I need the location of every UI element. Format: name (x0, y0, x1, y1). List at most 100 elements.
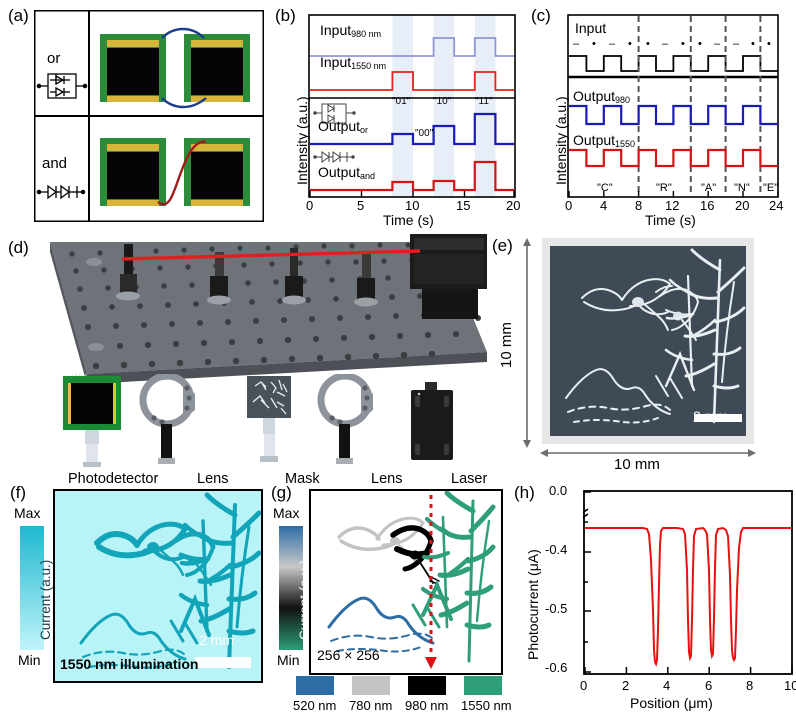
panel-a: (a) (0, 0, 268, 228)
panel-g-colorbar (279, 526, 303, 650)
panel-h-plot (583, 490, 793, 675)
legend-item-520: 520 nm (293, 676, 336, 713)
swatch-520 (296, 676, 334, 695)
panel-h-xtick-8: 8 (746, 678, 754, 693)
mask-icon (247, 376, 291, 462)
panel-e-width-arrow (540, 449, 756, 457)
panel-b-xlabel: Time (s) (383, 212, 434, 228)
panel-b-xticks (309, 191, 515, 197)
trace-output-or (310, 112, 514, 146)
panel-h-xticks (584, 667, 793, 674)
panel-c-xtick-0: 0 (565, 198, 573, 213)
panel-h-xtick-0: 0 (580, 678, 588, 693)
state-label-11: "11" (475, 96, 493, 107)
panel-b-plot (308, 14, 516, 198)
panel-h-xtick-10: 10 (784, 678, 796, 693)
morse-sym-9: – (733, 38, 740, 50)
panel-h-xlabel: Position (μm) (630, 695, 713, 711)
panel-a-figure (34, 10, 264, 222)
label-input: Input (575, 20, 607, 36)
panel-b: (b) Intensity (a.u.) (268, 0, 523, 228)
panel-c-label: (c) (531, 6, 551, 25)
component-icons (63, 374, 453, 467)
morse-sym-5: – (662, 38, 669, 50)
highlight-bands (392, 15, 496, 197)
panel-b-xtick-10: 10 (405, 198, 420, 213)
trace-input-1550 (310, 71, 514, 91)
panel-e: (e) (484, 228, 796, 480)
and-gate-label: and (42, 155, 68, 172)
panel-h-ytick-1: -0.4 (545, 542, 568, 557)
legend-label-520: 520 nm (293, 698, 337, 713)
morse-sym-7: • (698, 38, 702, 50)
state-label-01: "01" (392, 96, 411, 107)
legend-label-980: 980 nm (405, 698, 449, 713)
trace-output-1550 (569, 148, 778, 168)
panel-f-colorbar-max: Max (14, 505, 41, 521)
panel-d-label: (d) (8, 238, 29, 257)
panel-c-xtick-24: 24 (769, 198, 784, 213)
legend-label-1550: 1550 nm (461, 698, 512, 713)
panel-e-height-arrow (523, 238, 531, 448)
panel-h-xtick-2: 2 (622, 678, 630, 693)
panel-g-image (309, 489, 503, 675)
panel-f-colorbar (20, 526, 44, 650)
panel-b-xtick-0: 0 (306, 198, 314, 213)
panel-e-height-label: 10 mm (498, 322, 515, 368)
morse-sym-10: • (751, 38, 755, 50)
scan-line-marker (425, 495, 437, 669)
letter-N: "N" (734, 182, 750, 194)
panel-f-caption: 1550 nm illumination (60, 656, 199, 672)
swatch-780 (352, 676, 390, 695)
panel-b-xtick-5: 5 (357, 198, 365, 213)
component-label-lens-1: Lens (197, 471, 229, 487)
trace-output-and (310, 160, 514, 192)
label-output-1550: Output1550 (573, 132, 636, 149)
laser-beam (121, 249, 421, 261)
trace-output-980 (569, 104, 778, 126)
mounted-optics (116, 244, 378, 307)
crane-black (390, 525, 440, 585)
legend-item-780: 780 nm (349, 676, 392, 713)
panel-b-xtick-20: 20 (506, 198, 521, 213)
panel-h-yticks (584, 491, 591, 673)
axis-break-marks (583, 508, 589, 519)
panel-b-xtick-15: 15 (456, 198, 471, 213)
label-output-or: Outputor (318, 118, 369, 135)
label-output-and: Outputand (318, 164, 376, 181)
panel-c-xlabel: Time (s) (645, 212, 696, 228)
morse-sym-0: – (573, 38, 580, 50)
lens-icon-1 (139, 374, 195, 464)
morse-sym-11: • (767, 38, 771, 50)
swatch-1550 (464, 676, 502, 695)
panel-f-colorbar-title: Current (a.u.) (38, 559, 53, 640)
panel-h-ytick-2: -0.5 (545, 601, 568, 616)
legend-item-1550: 1550 nm (461, 676, 512, 713)
component-label-mask: Mask (285, 471, 320, 487)
panel-b-label: (b) (275, 6, 296, 25)
pcb-pair-or (100, 27, 250, 109)
component-label-laser: Laser (451, 471, 488, 487)
morse-sym-8: – (714, 38, 721, 50)
panel-a-label: (a) (8, 6, 29, 25)
letter-E: "E" (763, 182, 779, 194)
letter-A: "A" (701, 182, 717, 194)
legend-item-980: 980 nm (405, 676, 448, 713)
panel-h-label: (h) (514, 483, 535, 502)
panel-f-scalebar-label: 2 mm (199, 632, 234, 648)
panel-c-xtick-8: 8 (635, 198, 643, 213)
panel-g-caption: 256 × 256 (317, 647, 380, 663)
morse-sym-6: • (681, 38, 685, 50)
morse-sym-1: • (592, 38, 596, 50)
laser-icon (411, 382, 453, 460)
panel-g-artwork (327, 491, 496, 669)
panel-g-colorbar-max: Max (273, 505, 300, 521)
component-label-lens-2: Lens (371, 471, 403, 487)
panel-c-xtick-20: 20 (735, 198, 750, 213)
bamboo-green (411, 491, 496, 663)
panel-h-xtick-4: 4 (663, 678, 671, 693)
morse-sym-2: – (609, 38, 616, 50)
photocurrent-trace (585, 526, 792, 667)
panel-e-width-label: 10 mm (614, 456, 660, 473)
letter-C: "C" (597, 182, 613, 194)
